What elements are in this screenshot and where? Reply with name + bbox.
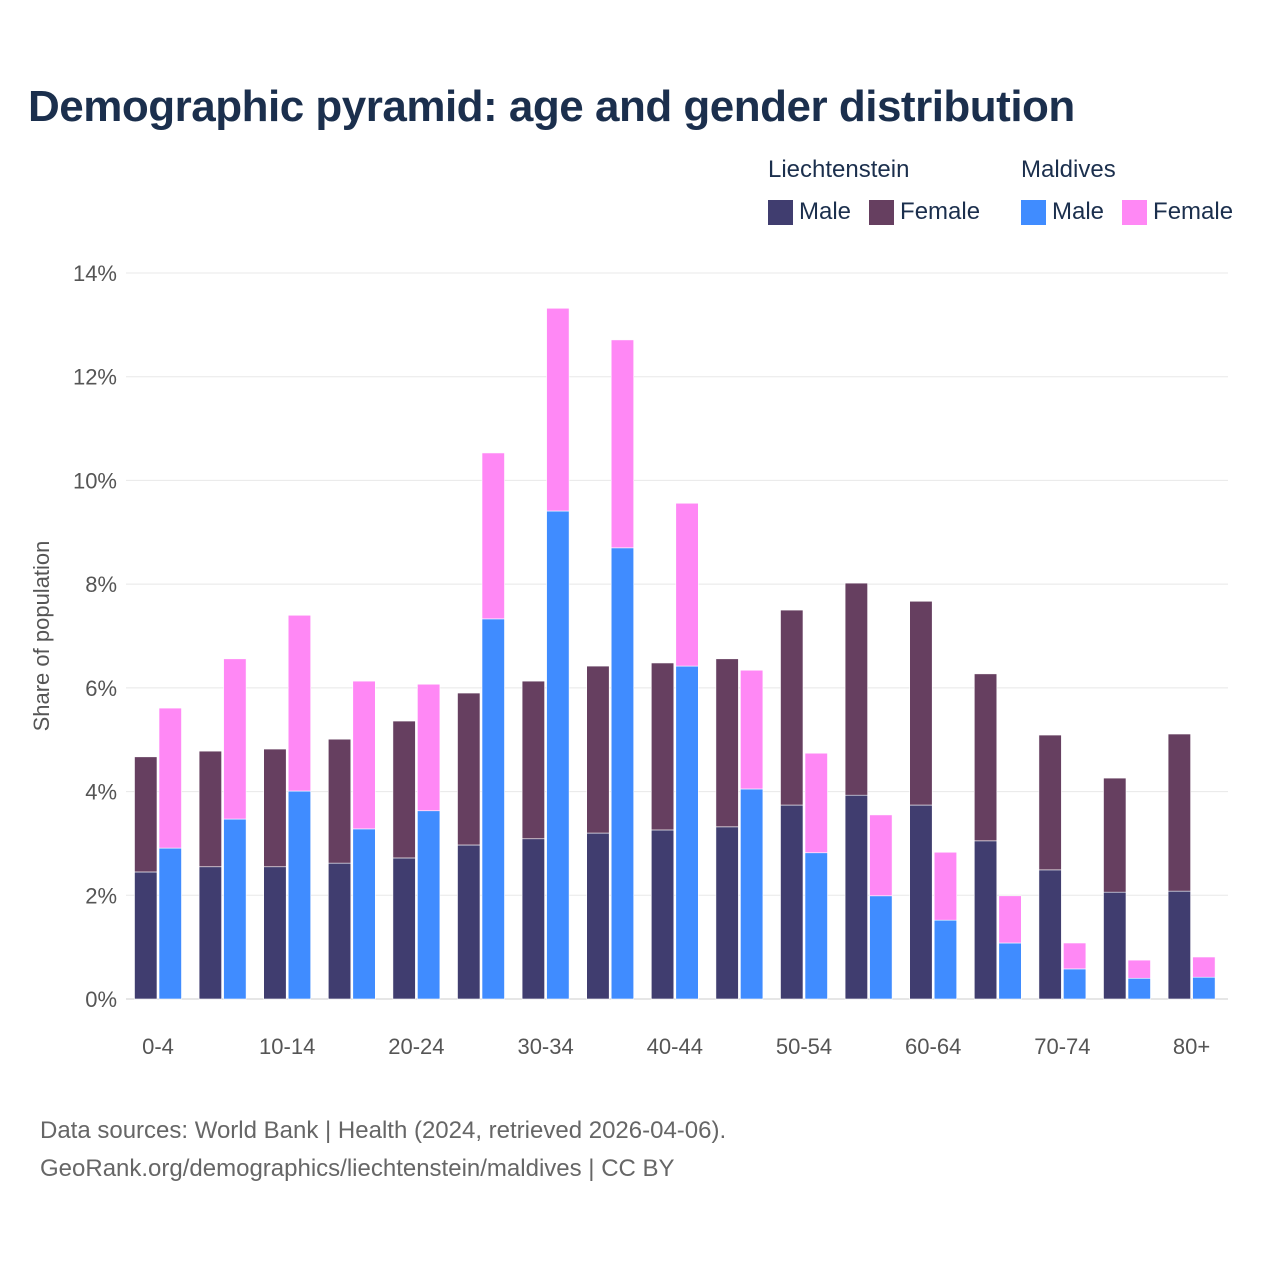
bar-maldives-male-35-39 [610, 547, 635, 1000]
legend-swatch [869, 199, 895, 225]
x-tick-label: 30-34 [517, 1034, 573, 1059]
bar-liechtenstein-male-25-29 [457, 844, 481, 1000]
x-tick-label: 70-74 [1034, 1034, 1090, 1059]
bar-maldives-male-60-64 [933, 919, 958, 1000]
bar-maldives-female-75-79 [1127, 959, 1151, 979]
x-tick-label: 20-24 [388, 1034, 444, 1059]
bar-maldives-female-15-19 [352, 680, 376, 830]
bar-maldives-female-55-59 [869, 814, 893, 897]
bar-liechtenstein-male-0-4 [134, 871, 158, 1000]
bar-liechtenstein-male-20-24 [392, 857, 416, 1000]
bar-liechtenstein-male-10-14 [263, 866, 287, 1000]
y-tick-label: 10% [73, 468, 117, 493]
bar-liechtenstein-male-75-79 [1103, 891, 1127, 1000]
bar-liechtenstein-female-45-49 [715, 658, 739, 828]
bar-maldives-female-20-24 [417, 683, 441, 812]
bar-maldives-female-70-74 [1063, 942, 1087, 970]
bar-maldives-female-40-44 [675, 502, 699, 667]
footer-link[interactable]: GeoRank.org/demographics/liechtenstein/m… [40, 1155, 675, 1182]
x-tick-label: 40-44 [647, 1034, 703, 1059]
y-tick-label: 4% [85, 780, 117, 805]
chart-title: Demographic pyramid: age and gender dist… [28, 82, 1075, 131]
legend-item-liechtenstein-male[interactable]: Male [768, 198, 851, 226]
legend-item-maldives-male[interactable]: Male [1021, 198, 1104, 226]
x-tick-label: 50-54 [776, 1034, 832, 1059]
x-tick-label: 10-14 [259, 1034, 315, 1059]
bar-liechtenstein-female-60-64 [909, 600, 933, 806]
y-tick-label: 8% [85, 572, 117, 597]
legend-swatch [768, 199, 793, 225]
bar-maldives-female-65-69 [998, 895, 1022, 944]
legend-swatch [1021, 199, 1046, 225]
y-tick-label: 6% [85, 676, 117, 701]
x-tick-label: 0-4 [142, 1034, 174, 1059]
bar-maldives-male-25-29 [481, 618, 505, 1000]
bar-liechtenstein-female-50-54 [780, 609, 804, 806]
footer-source: Data sources: World Bank | Health (2024,… [40, 1117, 727, 1144]
bar-liechtenstein-female-40-44 [650, 662, 675, 831]
y-tick-label: 0% [85, 987, 117, 1012]
bar-maldives-female-25-29 [481, 452, 505, 620]
bar-liechtenstein-female-70-74 [1038, 734, 1062, 871]
bar-maldives-female-60-64 [933, 851, 958, 921]
bar-maldives-male-0-4 [158, 847, 182, 1000]
bar-liechtenstein-female-55-59 [844, 582, 868, 796]
bar-maldives-male-80+ [1192, 976, 1216, 1000]
y-tick-label: 12% [73, 365, 117, 390]
bar-maldives-male-55-59 [869, 895, 893, 1000]
bar-liechtenstein-male-45-49 [715, 826, 739, 1000]
bar-liechtenstein-male-15-19 [327, 862, 352, 1000]
bar-liechtenstein-female-75-79 [1103, 777, 1127, 893]
bar-liechtenstein-male-55-59 [844, 794, 868, 1000]
x-tick-label: 60-64 [905, 1034, 961, 1059]
bar-maldives-male-45-49 [740, 788, 764, 1000]
bar-maldives-female-10-14 [287, 614, 312, 792]
y-tick-label: 14% [73, 261, 117, 286]
bar-liechtenstein-male-65-69 [973, 840, 998, 1000]
legend-item-maldives-female[interactable]: Female [1122, 198, 1233, 226]
bar-maldives-male-10-14 [287, 790, 312, 1000]
bar-maldives-female-45-49 [740, 669, 764, 790]
legend-swatch [1122, 199, 1148, 225]
bar-liechtenstein-male-70-74 [1038, 869, 1062, 1000]
bar-maldives-male-75-79 [1127, 977, 1151, 1000]
bar-maldives-male-30-34 [546, 510, 570, 1000]
bar-liechtenstein-female-80+ [1167, 733, 1191, 892]
bar-maldives-male-50-54 [804, 852, 828, 1000]
bar-liechtenstein-female-15-19 [327, 738, 352, 864]
bar-maldives-male-15-19 [352, 828, 376, 1000]
bar-liechtenstein-male-50-54 [780, 804, 804, 1000]
bar-maldives-female-35-39 [610, 339, 635, 549]
legend-group-maldives: Maldives [1021, 156, 1116, 183]
legend-item-liechtenstein-female[interactable]: Female [869, 198, 980, 226]
bar-liechtenstein-female-10-14 [263, 748, 287, 868]
y-tick-label: 2% [85, 883, 117, 908]
bar-maldives-female-30-34 [546, 307, 570, 512]
bar-liechtenstein-male-80+ [1167, 890, 1191, 1000]
bar-liechtenstein-female-20-24 [392, 720, 416, 859]
bar-liechtenstein-female-65-69 [973, 673, 998, 842]
bar-maldives-female-80+ [1192, 956, 1216, 978]
bar-liechtenstein-female-35-39 [586, 665, 610, 834]
x-tick-label: 80+ [1173, 1034, 1210, 1059]
bar-liechtenstein-female-5-9 [198, 750, 222, 868]
bar-liechtenstein-male-60-64 [909, 804, 933, 1000]
bar-liechtenstein-female-0-4 [134, 756, 158, 873]
bar-maldives-male-65-69 [998, 942, 1022, 1000]
bar-maldives-male-5-9 [223, 818, 247, 1000]
legend-group-liechtenstein: Liechtenstein [768, 156, 910, 183]
bar-maldives-male-20-24 [417, 810, 441, 1000]
bar-liechtenstein-male-40-44 [650, 829, 675, 1000]
bar-liechtenstein-male-30-34 [521, 838, 545, 1000]
bar-liechtenstein-male-35-39 [586, 832, 610, 1000]
bar-maldives-female-50-54 [804, 752, 828, 854]
bar-maldives-male-70-74 [1063, 968, 1087, 1000]
bar-liechtenstein-female-25-29 [457, 692, 481, 846]
bar-liechtenstein-male-5-9 [198, 866, 222, 1000]
bar-maldives-male-40-44 [675, 665, 699, 1000]
bar-maldives-female-0-4 [158, 707, 182, 849]
bar-maldives-female-5-9 [223, 658, 247, 820]
bar-liechtenstein-female-30-34 [521, 680, 545, 840]
